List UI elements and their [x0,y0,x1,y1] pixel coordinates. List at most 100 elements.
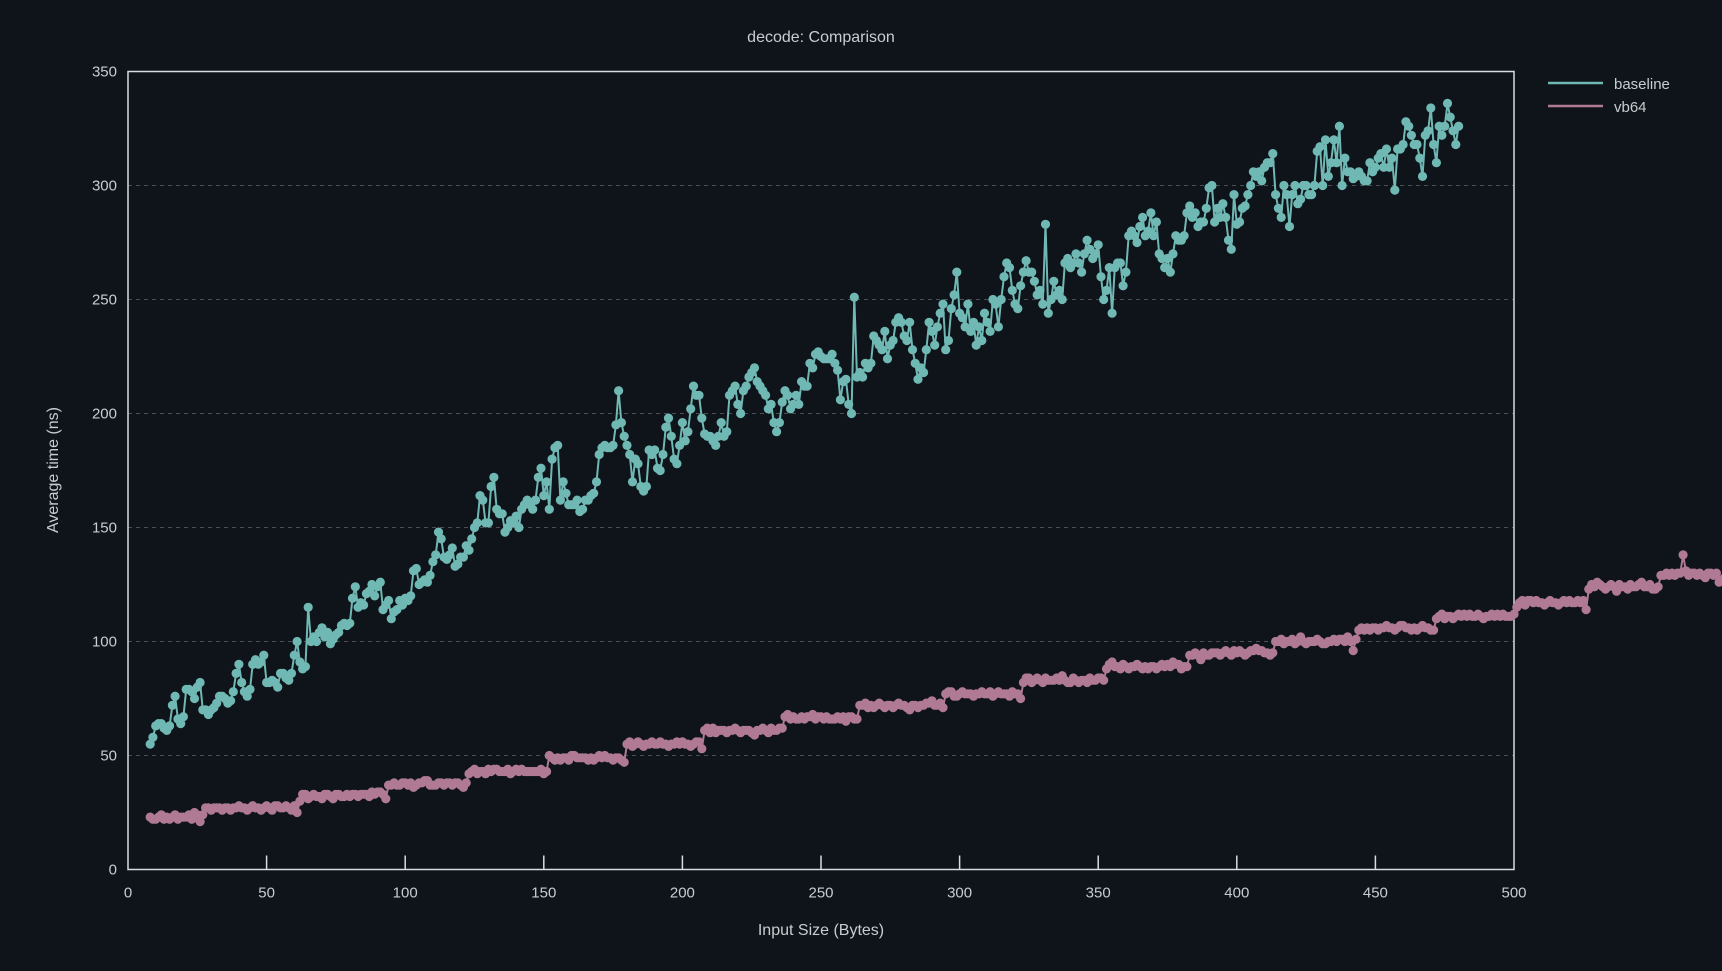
data-point-baseline [1437,130,1447,140]
data-point-baseline [259,650,269,660]
data-point-baseline [289,650,299,660]
data-point-baseline [1337,180,1347,191]
data-point-baseline [1101,285,1112,295]
data-point-vb64 [198,810,208,820]
data-point-baseline [1384,162,1394,172]
data-point-baseline [677,418,688,428]
data-point-baseline [877,345,887,355]
data-point-baseline [996,294,1006,305]
data-point-baseline [783,390,793,400]
data-point-baseline [1179,231,1189,241]
series-baseline [145,98,1464,749]
data-point-baseline [849,292,859,302]
data-point-vb64 [292,807,302,818]
data-point-baseline [1279,180,1289,191]
y-tick-label: 250 [92,292,117,309]
data-point-vb64 [542,766,552,777]
x-tick-label: 300 [947,885,972,902]
data-point-baseline [686,404,696,414]
data-point-baseline [761,390,771,400]
y-tick-label: 50 [100,748,117,765]
data-point-baseline [711,440,721,450]
data-point-vb64 [1653,582,1663,592]
data-point-baseline [464,545,474,555]
data-point-baseline [1201,203,1211,213]
data-point-baseline [941,345,951,355]
data-point-baseline [1235,217,1245,227]
data-point-vb64 [1578,595,1588,606]
data-point-vb64 [1099,675,1109,685]
data-point-baseline [880,326,890,336]
data-point-baseline [622,440,632,450]
data-point-baseline [774,418,785,428]
data-point-baseline [542,477,552,487]
data-point-baseline [284,675,294,685]
data-point-baseline [932,322,943,332]
data-point-baseline [311,636,322,647]
data-point-baseline [1243,190,1253,200]
data-point-baseline [614,386,624,396]
data-point-baseline [1082,235,1092,245]
data-point-baseline [979,308,990,318]
data-point-baseline [425,570,435,581]
data-point-baseline [533,472,543,482]
data-point-baseline [641,481,652,492]
data-point-baseline [882,354,893,364]
data-point-baseline [370,591,380,601]
legend: baseline vb64 [1548,76,1670,116]
legend-label-vb64: vb64 [1614,99,1647,116]
data-point-baseline [1049,276,1059,286]
data-point-baseline [445,550,455,560]
data-point-baseline [1054,285,1064,295]
data-point-baseline [226,696,236,706]
data-point-baseline [300,662,310,672]
data-point-baseline [1426,103,1436,113]
data-point-baseline [1190,208,1200,218]
data-point-baseline [846,408,857,419]
data-point-baseline [844,399,854,409]
data-point-baseline [1035,285,1045,295]
data-point-baseline [1340,153,1350,163]
data-point-baseline [553,440,563,450]
data-point-baseline [170,691,180,701]
data-point-baseline [436,534,446,544]
x-tick-label: 200 [670,885,695,902]
data-point-baseline [547,454,557,464]
y-tick-label: 0 [109,862,117,879]
data-point-baseline [1329,135,1339,145]
data-point-vb64 [381,794,391,804]
data-point-baseline [608,440,618,450]
data-point-baseline [716,418,726,428]
data-point-baseline [982,317,992,327]
data-point-baseline [1135,221,1145,232]
data-point-vb64 [1581,605,1591,615]
data-point-baseline [514,522,524,533]
x-tick-label: 150 [531,885,556,902]
data-point-baseline [830,358,840,368]
data-point-baseline [1315,142,1325,152]
data-point-baseline [472,518,482,528]
legend-item-baseline[interactable]: baseline [1548,76,1670,93]
data-point-baseline [902,335,912,346]
data-point-baseline [359,600,369,610]
data-point-vb64 [694,737,704,747]
legend-item-vb64[interactable]: vb64 [1548,99,1647,116]
data-point-vb64 [1351,634,1361,644]
data-point-baseline [694,390,704,400]
data-point-baseline [228,687,238,697]
data-point-baseline [919,367,929,378]
data-point-baseline [1362,176,1372,186]
data-point-baseline [1370,162,1380,172]
data-point-baseline [616,418,627,428]
data-point-baseline [1412,139,1422,150]
data-point-baseline [1229,190,1239,200]
data-point-baseline [663,413,674,423]
y-tick-label: 300 [92,178,117,195]
data-point-baseline [1404,121,1414,131]
data-point-baseline [1151,217,1161,227]
data-point-baseline [1221,212,1231,222]
data-point-baseline [913,374,923,384]
data-point-baseline [1077,267,1087,277]
data-point-baseline [303,602,313,612]
data-point-baseline [633,459,643,469]
